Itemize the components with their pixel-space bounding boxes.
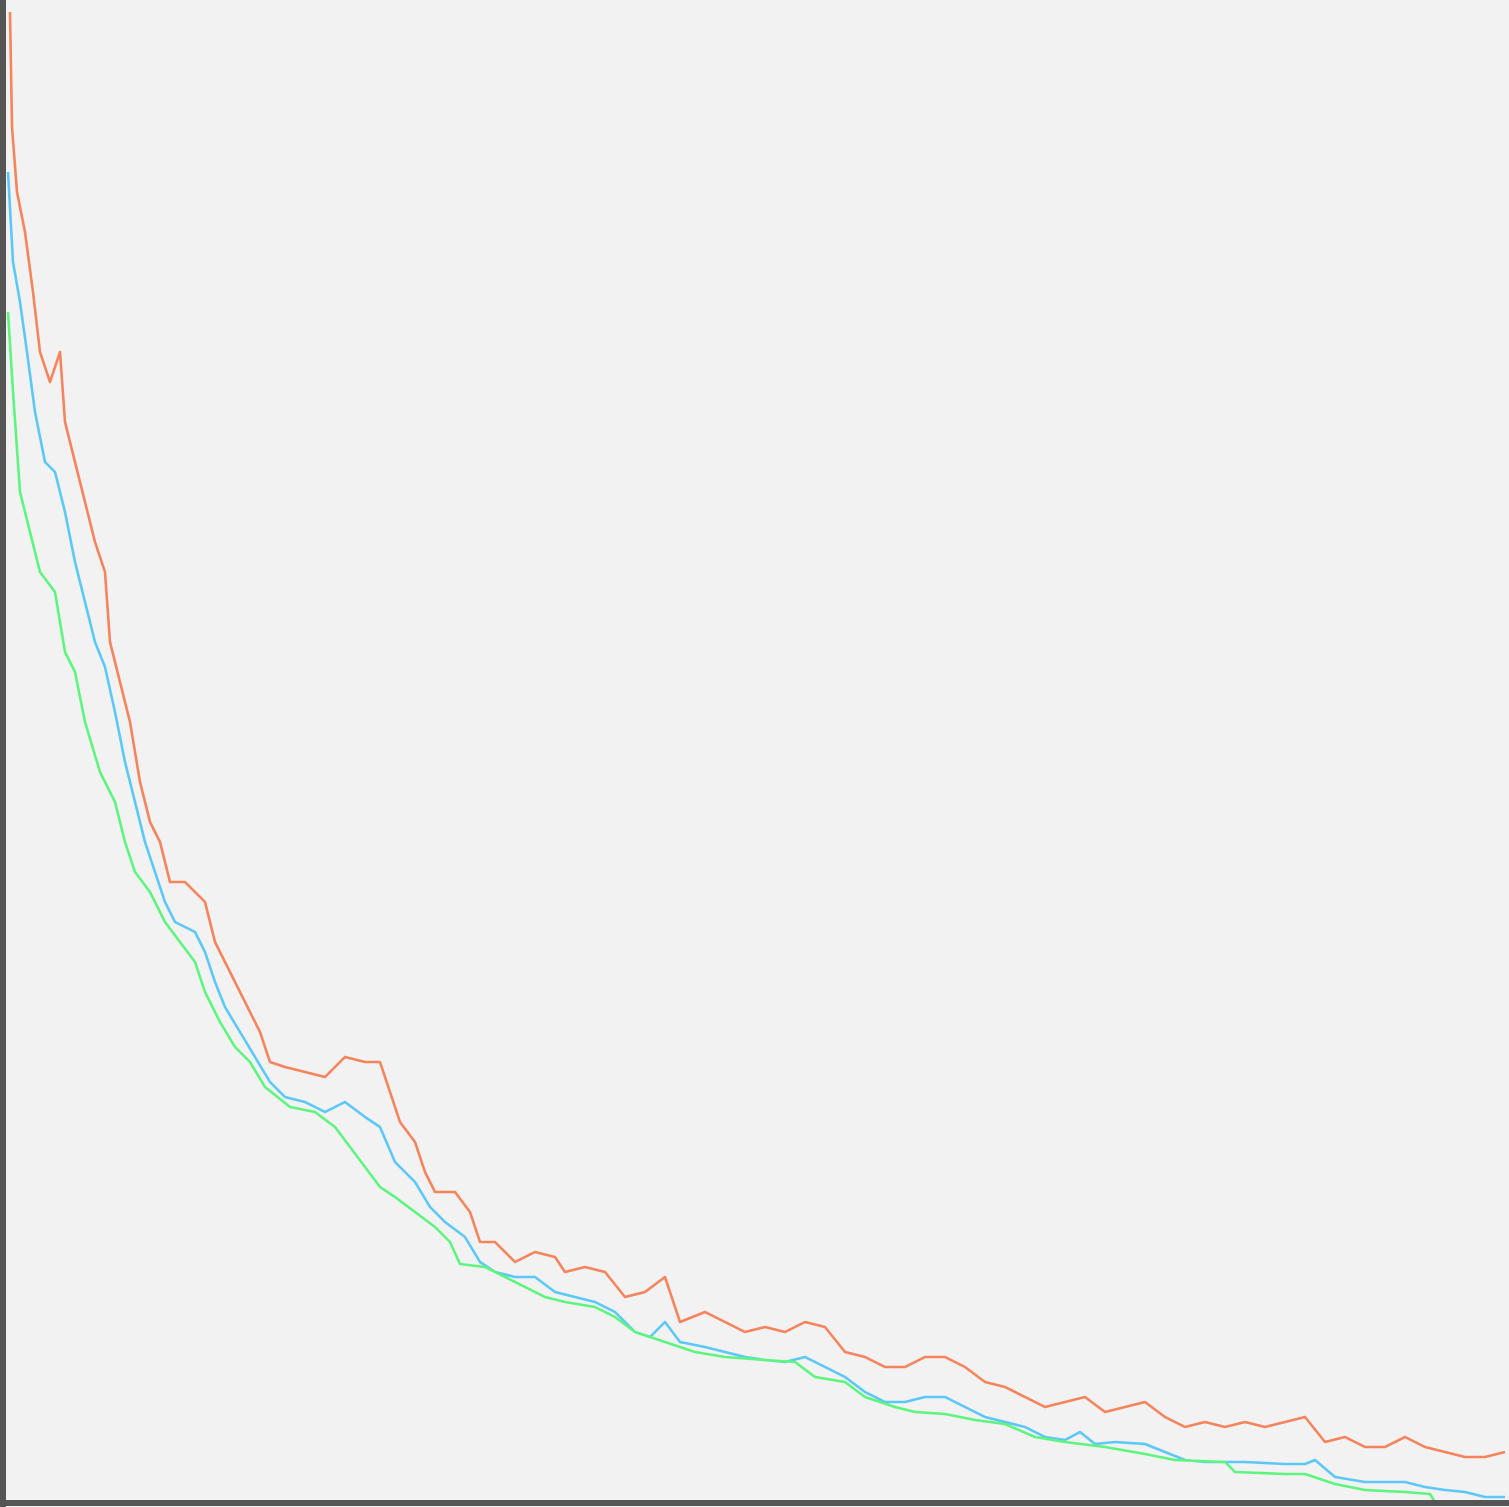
line-series <box>6 171 1505 1499</box>
series-group <box>6 11 1506 1504</box>
line-series <box>6 311 1505 1504</box>
line-series <box>8 11 1506 1459</box>
